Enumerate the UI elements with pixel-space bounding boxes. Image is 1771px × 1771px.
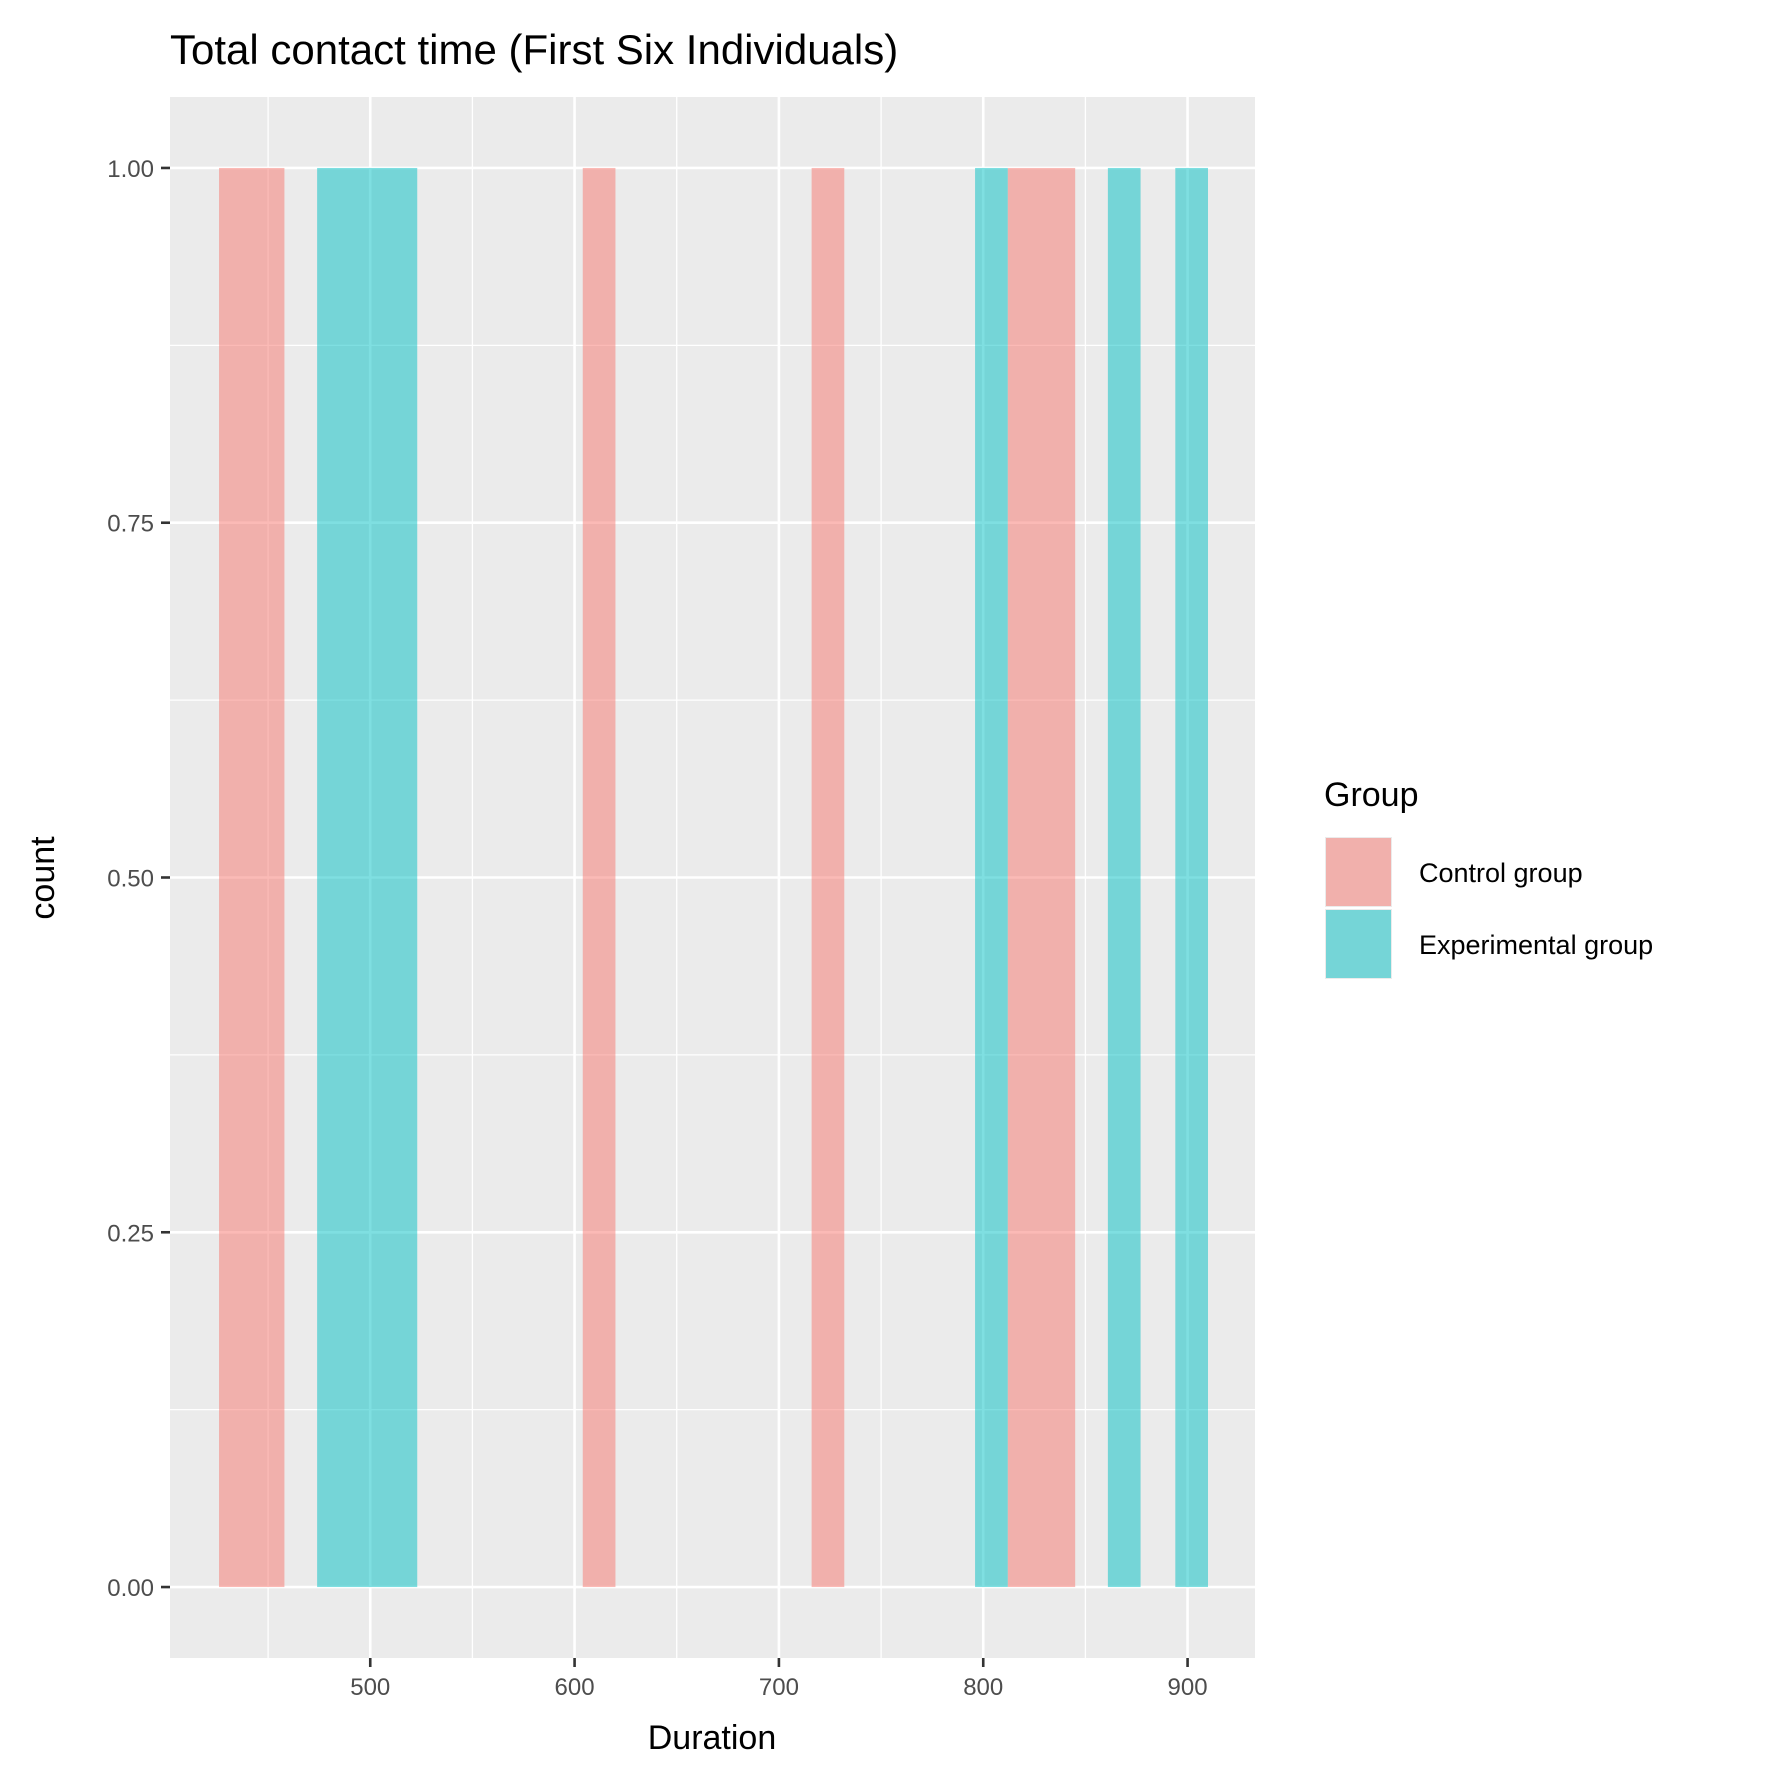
legend-swatch <box>1326 838 1391 906</box>
x-tick-label: 900 <box>1168 1674 1208 1701</box>
bar-control-group <box>1007 167 1076 1588</box>
legend-swatch <box>1326 910 1391 978</box>
y-axis-title: count <box>24 836 62 920</box>
x-tick-label: 700 <box>759 1674 799 1701</box>
bar-control-group <box>811 167 845 1588</box>
y-tick-label: 1.00 <box>107 156 154 183</box>
legend: Group Control group Experimental group <box>1323 776 1653 981</box>
bar-experimental-group <box>1175 167 1209 1588</box>
y-tick-label: 0.50 <box>107 866 154 893</box>
histogram-bars <box>219 167 1209 1588</box>
y-tick-label: 0.00 <box>107 1575 154 1602</box>
bar-experimental-group <box>975 167 1008 1588</box>
x-tick-label: 600 <box>555 1674 595 1701</box>
chart-title: Total contact time (First Six Individual… <box>170 26 898 73</box>
y-axis: 0.00 0.25 0.50 0.75 1.00 <box>107 156 170 1602</box>
bar-experimental-group <box>317 167 418 1588</box>
legend-label: Experimental group <box>1419 930 1653 960</box>
bar-control-group <box>582 167 616 1588</box>
y-tick-label: 0.75 <box>107 511 154 538</box>
bar-experimental-group <box>1107 167 1141 1588</box>
x-axis: 500 600 700 800 900 <box>350 1658 1208 1701</box>
legend-label: Control group <box>1419 858 1583 888</box>
bar-control-group <box>219 167 285 1588</box>
x-tick-label: 800 <box>963 1674 1003 1701</box>
x-tick-label: 500 <box>350 1674 390 1701</box>
legend-title: Group <box>1324 776 1419 814</box>
y-tick-label: 0.25 <box>107 1220 154 1247</box>
x-axis-title: Duration <box>648 1719 777 1757</box>
